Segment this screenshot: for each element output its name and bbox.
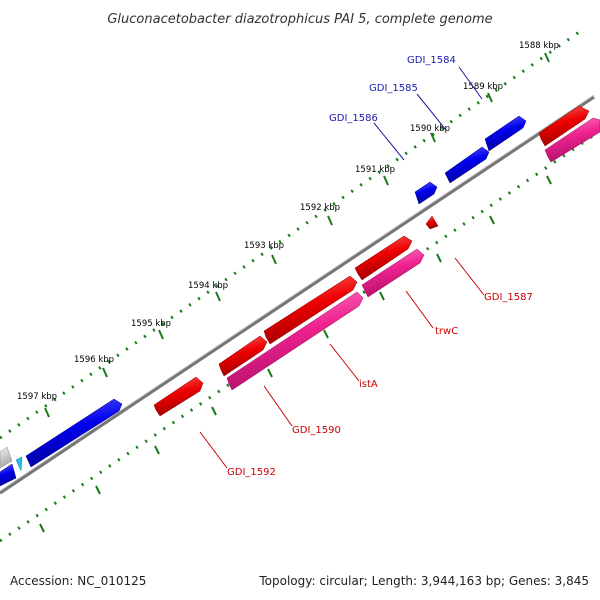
label-gdi1592: GDI_1592: [227, 467, 276, 478]
tick-label-1591: 1591 kbp: [355, 165, 395, 175]
tick-label-1596: 1596 kbp: [74, 355, 114, 365]
label-leaders: [199, 66, 485, 469]
tick-label-1592: 1592 kbp: [300, 203, 340, 213]
cds-trwc[interactable]: [361, 248, 425, 298]
label-ista: istA: [359, 379, 378, 390]
gene-gdi1585[interactable]: [444, 146, 490, 184]
tick-label-1595: 1595 kbp: [131, 319, 171, 329]
tick-label-1593: 1593 kbp: [244, 241, 284, 251]
gene-gdi1584[interactable]: [484, 115, 527, 152]
cds-ista[interactable]: [226, 291, 364, 391]
label-gdi1587: GDI_1587: [484, 292, 533, 303]
gene-gdi1586[interactable]: [414, 181, 438, 205]
gene-left-forward[interactable]: [25, 398, 123, 468]
genome-backbone-highlight: [0, 94, 595, 492]
gene-trwc[interactable]: [354, 235, 413, 281]
genome-backbone: [0, 95, 595, 495]
tick-label-1597: 1597 kbp: [17, 392, 57, 402]
tick-label-1588: 1588 kbp: [519, 41, 559, 51]
tick-label-1590: 1590 kbp: [410, 124, 450, 134]
label-gdi1590: GDI_1590: [292, 425, 341, 436]
footer-summary: Topology: circular; Length: 3,944,163 bp…: [259, 574, 589, 588]
gene-gdi1590[interactable]: [218, 335, 268, 377]
gene-grey-edge[interactable]: [0, 446, 13, 469]
label-trwc: trwC: [435, 326, 458, 337]
map-title: Gluconacetobacter diazotrophicus PAI 5, …: [107, 12, 492, 27]
footer-accession: Accession: NC_010125: [10, 574, 147, 588]
gene-cyan-marker[interactable]: [15, 456, 23, 472]
gene-red-far-right[interactable]: [538, 105, 590, 147]
gene-ista[interactable]: [263, 275, 358, 345]
outer-major-ticks: [44, 52, 550, 418]
gene-gdi1592[interactable]: [153, 376, 204, 417]
tick-label-1594: 1594 kbp: [188, 281, 228, 291]
gene-gdi1587[interactable]: [425, 215, 439, 230]
tick-label-1589: 1589 kbp: [463, 82, 503, 92]
cds-pink-far-right[interactable]: [544, 117, 600, 163]
inner-major-ticks: [39, 175, 552, 533]
label-gdi1584: GDI_1584: [407, 55, 456, 66]
gene-edge-forward[interactable]: [0, 463, 17, 487]
label-gdi1586: GDI_1586: [329, 113, 378, 124]
label-gdi1585: GDI_1585: [369, 83, 418, 94]
